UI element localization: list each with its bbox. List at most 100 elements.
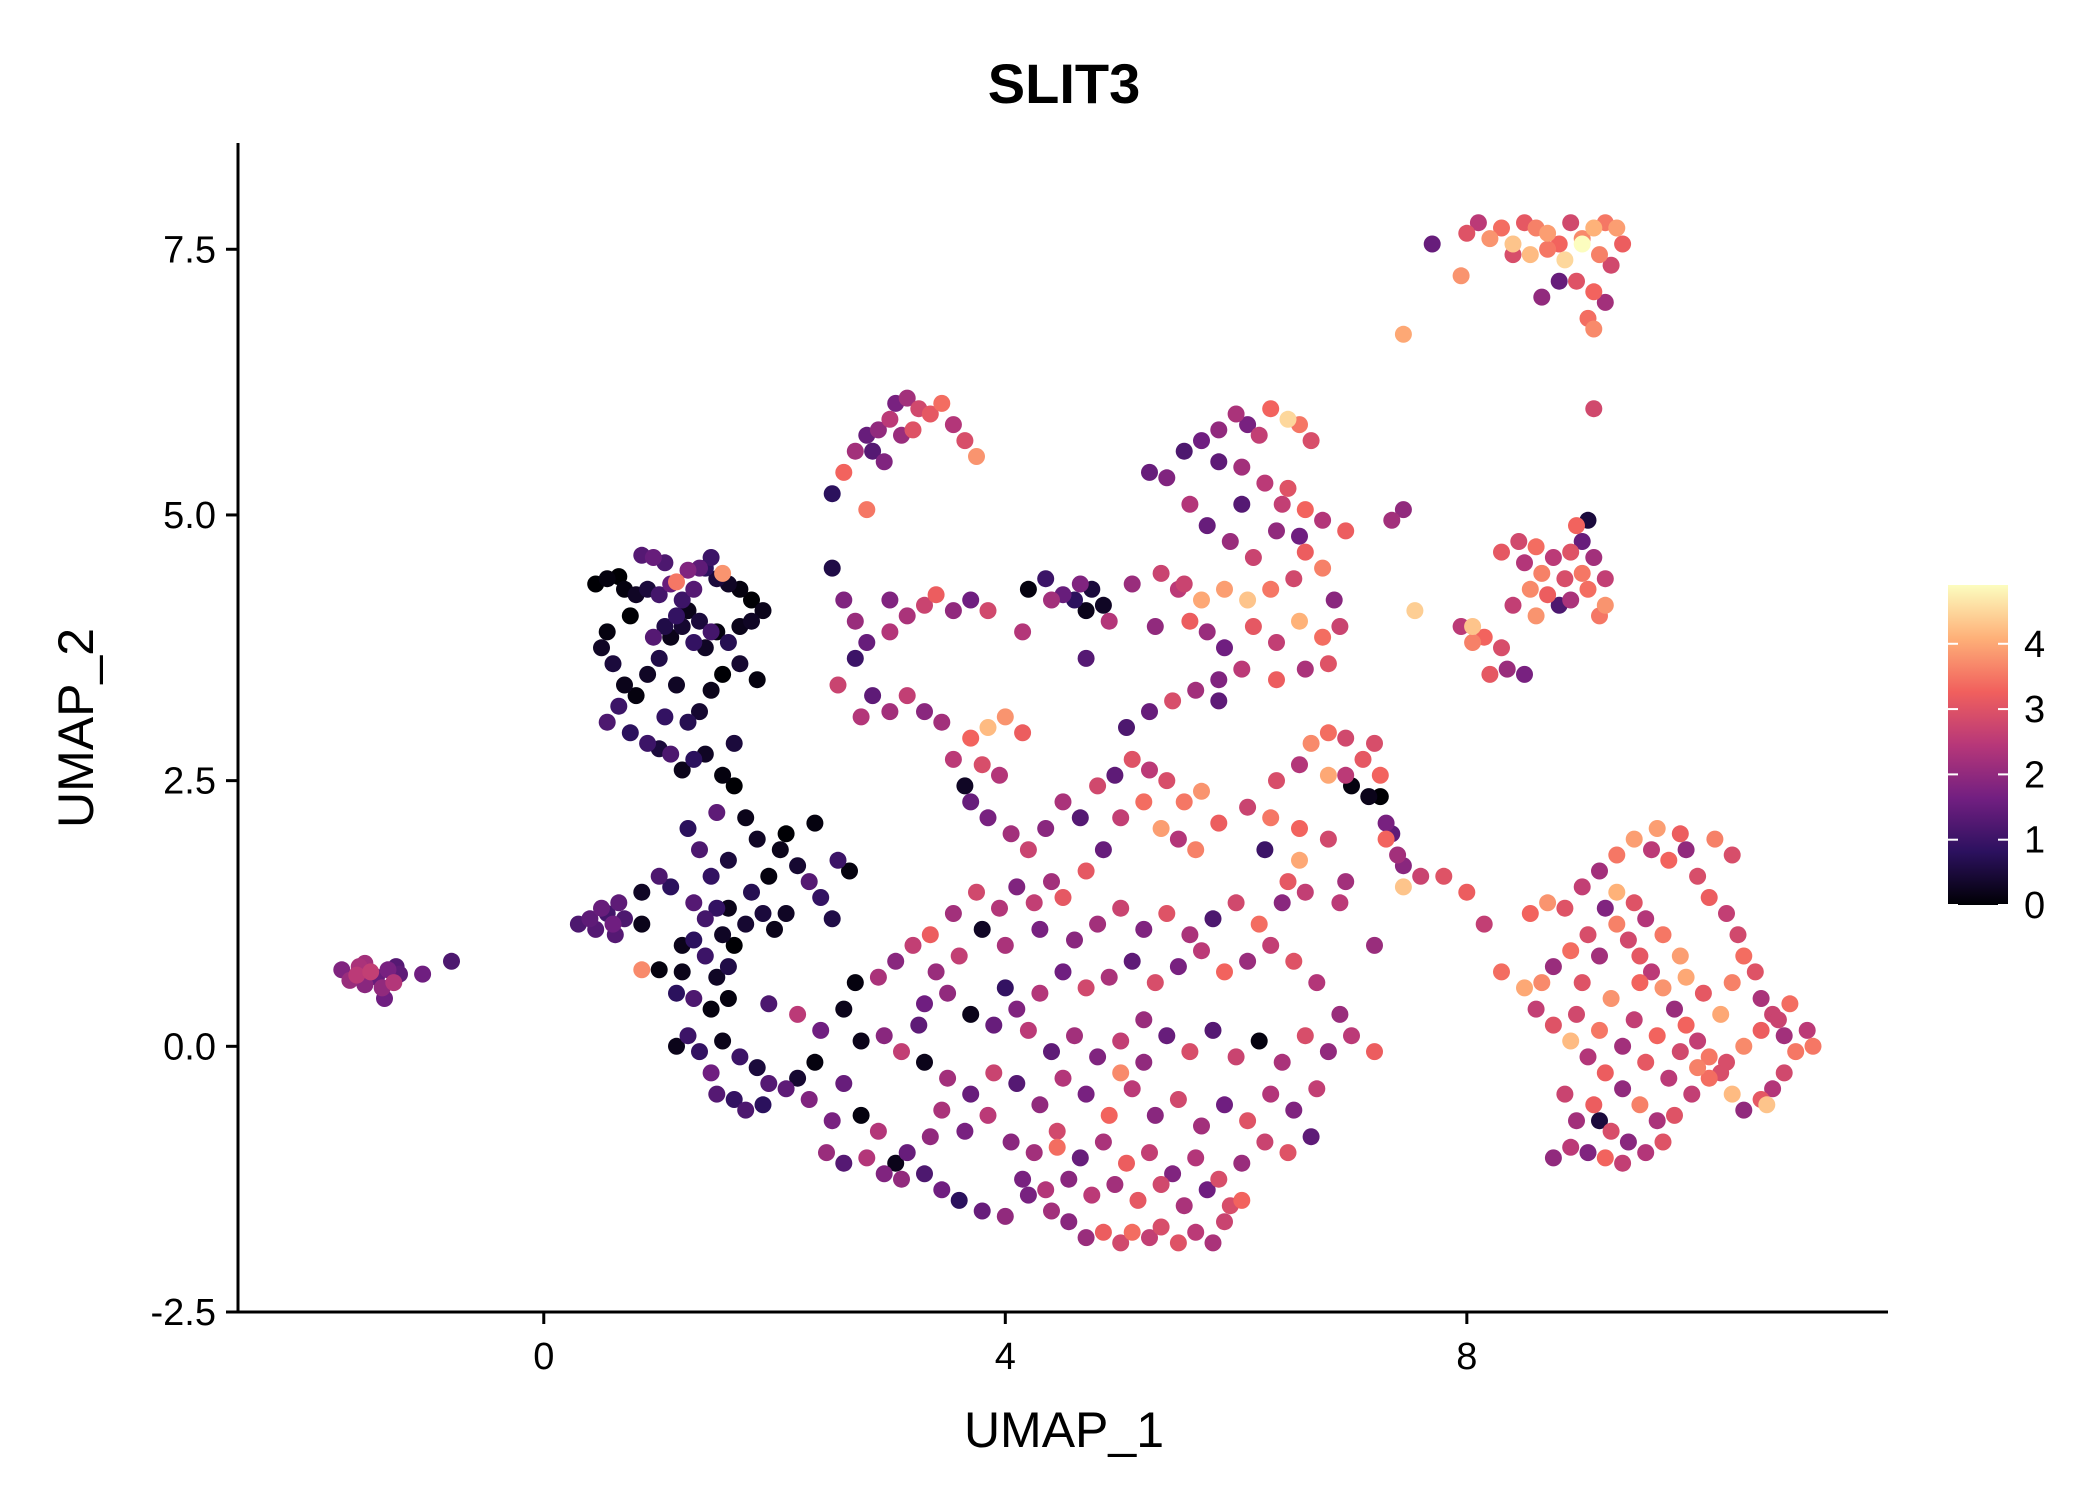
data-point <box>1758 1096 1776 1114</box>
data-point <box>1573 533 1591 550</box>
data-point <box>881 410 899 428</box>
data-point <box>1394 878 1412 896</box>
data-point <box>916 596 933 614</box>
data-point <box>679 820 697 837</box>
data-point <box>1008 1000 1026 1018</box>
data-point <box>604 915 622 933</box>
data-point <box>927 586 945 604</box>
data-point <box>1158 469 1176 487</box>
data-point <box>1648 820 1666 837</box>
data-point <box>806 1053 824 1071</box>
legend-tick-label: 2 <box>2024 754 2045 796</box>
data-point <box>1481 230 1499 248</box>
data-point <box>1746 963 1764 981</box>
data-point <box>979 1106 997 1124</box>
data-point <box>916 703 933 721</box>
data-point <box>1608 915 1626 933</box>
data-point <box>864 442 882 460</box>
data-point <box>858 501 876 519</box>
data-point <box>1123 750 1141 768</box>
data-point <box>1735 1037 1753 1055</box>
data-point <box>1014 724 1032 742</box>
data-point <box>1319 655 1337 673</box>
data-point <box>668 984 685 1002</box>
data-point <box>1677 1016 1695 1034</box>
data-point <box>1775 1064 1793 1082</box>
data-point <box>962 1085 980 1103</box>
data-point <box>1291 851 1308 869</box>
data-point <box>719 851 737 869</box>
data-point <box>1123 1080 1141 1098</box>
data-point <box>1562 942 1580 960</box>
data-point <box>627 687 645 705</box>
data-point <box>996 708 1014 726</box>
data-point <box>1233 458 1251 476</box>
data-point <box>1354 750 1372 768</box>
data-point <box>598 570 616 588</box>
data-point <box>1158 772 1176 790</box>
data-point <box>996 979 1014 997</box>
data-point <box>1521 580 1539 598</box>
data-point <box>1054 963 1072 981</box>
data-point <box>800 1091 818 1108</box>
data-point <box>1654 979 1672 997</box>
data-point <box>691 703 708 721</box>
data-point <box>702 1000 720 1018</box>
data-point <box>1296 501 1314 519</box>
data-point <box>1112 809 1130 827</box>
data-point <box>668 676 685 694</box>
data-point <box>1573 235 1591 253</box>
data-point <box>598 713 616 731</box>
data-point <box>1331 894 1349 912</box>
data-point <box>1608 883 1626 901</box>
data-point <box>771 841 789 859</box>
data-point <box>1146 974 1164 992</box>
data-point <box>829 851 847 869</box>
data-point <box>1291 756 1308 774</box>
data-point <box>1671 825 1689 843</box>
data-point <box>633 883 651 901</box>
data-point <box>875 1165 893 1183</box>
data-point <box>1366 734 1383 752</box>
data-point <box>1089 1048 1107 1066</box>
data-point <box>1169 1091 1187 1108</box>
data-point <box>702 681 720 699</box>
data-point <box>414 965 432 983</box>
data-point <box>696 910 714 928</box>
data-point <box>1025 894 1043 912</box>
data-point <box>1643 841 1660 859</box>
data-point <box>644 628 662 646</box>
data-point <box>1112 1032 1130 1050</box>
data-point <box>869 1122 887 1140</box>
data-point <box>1227 405 1245 423</box>
data-point <box>1204 1234 1222 1252</box>
data-point <box>846 649 864 667</box>
data-point <box>1510 533 1528 550</box>
data-point <box>1579 1048 1597 1066</box>
data-point <box>604 655 622 673</box>
data-point <box>1169 830 1187 848</box>
data-point <box>1308 1080 1326 1098</box>
data-point <box>754 905 772 922</box>
data-point <box>679 713 697 731</box>
data-point <box>1371 766 1389 784</box>
data-point <box>1319 724 1337 742</box>
data-point <box>1544 549 1562 566</box>
data-point <box>858 1149 876 1167</box>
data-point <box>679 561 697 579</box>
data-point <box>1025 1144 1043 1162</box>
legend-tick-label: 3 <box>2024 689 2045 731</box>
data-point <box>1094 596 1112 614</box>
data-point <box>1112 1234 1130 1252</box>
data-point <box>1037 820 1055 837</box>
data-point <box>1198 517 1216 535</box>
data-point <box>1302 1128 1320 1146</box>
data-point <box>1002 1133 1020 1151</box>
data-point <box>1752 1021 1770 1039</box>
data-point <box>1625 1011 1643 1029</box>
data-point <box>1233 495 1251 513</box>
data-point <box>835 1075 853 1092</box>
data-point <box>823 910 841 928</box>
data-point <box>1002 825 1020 843</box>
data-point <box>1175 442 1193 460</box>
